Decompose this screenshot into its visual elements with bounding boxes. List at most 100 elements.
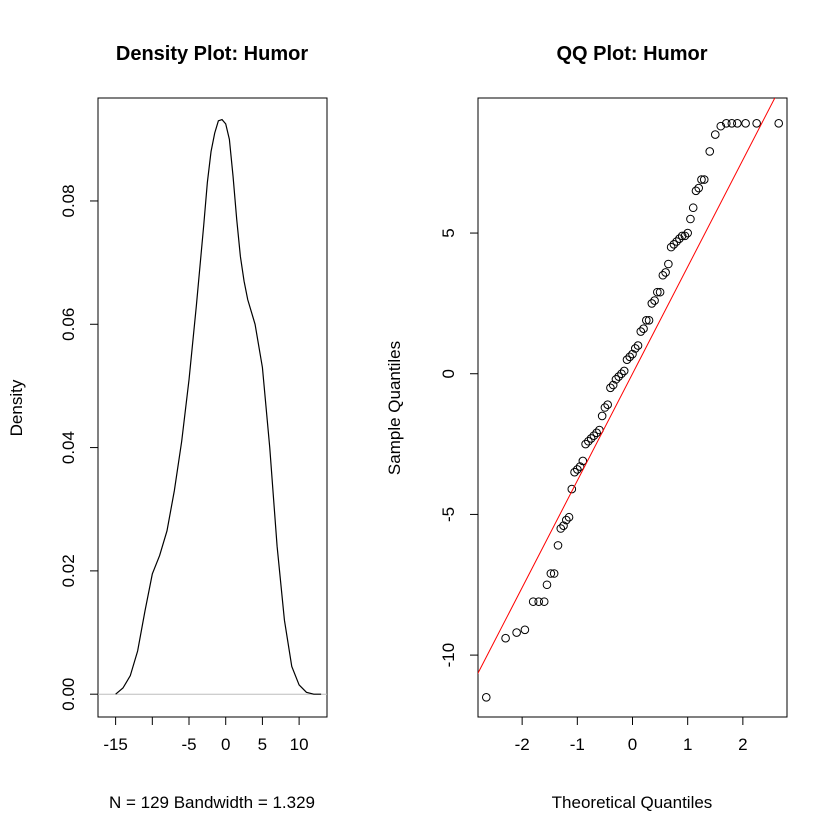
qq-point: [694, 183, 704, 193]
qq-point: [672, 237, 681, 246]
qq-point: [617, 369, 626, 379]
qq-point: [592, 428, 601, 438]
qq-point: [619, 366, 629, 376]
qq-point: [741, 119, 750, 128]
qq-x-tick-label: -1: [570, 735, 585, 754]
qq-point: [539, 597, 549, 606]
qq-point: [561, 515, 571, 525]
qq-point: [608, 380, 618, 390]
qq-point: [584, 436, 593, 446]
qq-y-axis: -10 -5 0 5: [439, 228, 479, 667]
density-x-axis: -15 -5 0 5 10: [103, 716, 309, 754]
qq-x-axis: -2 -1 0 1 2: [515, 716, 748, 754]
qq-y-axis-label: Sample Quantiles: [385, 341, 404, 475]
qq-point: [683, 228, 692, 238]
density-curve: [115, 118, 322, 695]
qq-point: [481, 693, 491, 702]
qq-point: [658, 270, 668, 280]
qq-point: [581, 439, 590, 449]
qq-point: [578, 456, 588, 466]
qq-point: [727, 119, 737, 128]
qq-point: [589, 431, 599, 440]
qq-point: [556, 524, 566, 533]
qq-point: [622, 355, 632, 364]
qq-point: [520, 625, 530, 635]
qq-point: [774, 119, 784, 128]
qq-x-tick-label: 1: [683, 735, 692, 754]
qq-point: [639, 324, 648, 334]
qq-x-axis-label: Theoretical Quantiles: [552, 793, 713, 812]
density-plot-frame: [97, 97, 328, 718]
density-plot-title: Density Plot: Humor: [116, 43, 308, 65]
density-y-tick-label: 0.00: [59, 678, 78, 711]
density-marks: [98, 118, 327, 695]
density-y-tick-label: 0.04: [59, 431, 78, 464]
qq-point: [688, 203, 698, 213]
density-x-tick-label: -15: [103, 735, 128, 754]
qq-point: [661, 268, 670, 277]
qq-point: [512, 628, 521, 637]
density-x-tick-label: 10: [290, 735, 309, 754]
qq-point: [722, 119, 731, 128]
qq-y-tick-label: 5: [439, 228, 458, 237]
qq-point: [636, 327, 646, 336]
qq-point: [677, 231, 687, 241]
qq-y-tick-label: -5: [439, 507, 458, 522]
qq-point: [600, 403, 610, 412]
qq-point: [549, 569, 559, 578]
qq-point: [710, 130, 720, 139]
density-plot-panel: Density Plot: Humor N = 129 Bandwidth = …: [7, 43, 328, 812]
qq-point: [559, 521, 568, 530]
qq-point: [573, 465, 582, 474]
qq-point: [625, 352, 635, 362]
qq-plot-title: QQ Plot: Humor: [556, 43, 707, 65]
qq-point: [553, 541, 563, 550]
qq-y-tick-label: 0: [439, 369, 458, 378]
qq-point: [611, 375, 621, 384]
qq-point: [641, 315, 651, 325]
qq-point: [675, 234, 684, 243]
qq-point: [680, 231, 690, 241]
qq-x-tick-label: 2: [738, 735, 747, 754]
qq-point: [669, 240, 679, 249]
qq-point: [575, 462, 585, 471]
qq-point: [653, 287, 662, 297]
qq-point: [733, 119, 742, 128]
qq-point: [697, 175, 706, 184]
qq-plot-frame: [477, 97, 788, 718]
qq-point: [633, 341, 643, 350]
qq-marks: [478, 98, 784, 702]
qq-point: [606, 383, 615, 393]
qq-point: [705, 147, 715, 156]
qq-point: [716, 121, 726, 131]
qq-point: [586, 434, 596, 443]
qq-x-tick-label: 0: [628, 735, 637, 754]
qq-point: [644, 315, 654, 325]
density-x-axis-label: N = 129 Bandwidth = 1.329: [109, 793, 315, 812]
qq-point: [691, 186, 701, 196]
qq-point: [630, 344, 640, 353]
qq-point: [752, 119, 761, 128]
density-y-tick-label: 0.08: [59, 184, 78, 217]
qq-plot-panel: QQ Plot: Humor Theoretical Quantiles Sam…: [385, 43, 788, 812]
density-y-tick-label: 0.06: [59, 308, 78, 341]
qq-point: [686, 214, 695, 224]
qq-point: [647, 299, 657, 308]
qq-point: [628, 349, 637, 359]
qq-x-tick-label: -2: [515, 735, 530, 754]
qq-point: [664, 259, 673, 269]
qq-point: [650, 296, 659, 305]
qq-point: [666, 242, 676, 252]
qq-point: [564, 512, 574, 522]
qq-point: [567, 484, 577, 494]
qq-point: [614, 372, 624, 381]
qq-point: [534, 597, 544, 606]
density-y-axis: 0.00 0.02 0.04 0.06 0.08: [59, 184, 99, 711]
qq-point: [655, 287, 665, 297]
qq-point: [501, 633, 510, 643]
qq-reference-line: [478, 98, 776, 675]
density-y-axis-label: Density: [7, 379, 26, 436]
qq-point: [597, 411, 607, 421]
qq-point: [603, 400, 612, 409]
